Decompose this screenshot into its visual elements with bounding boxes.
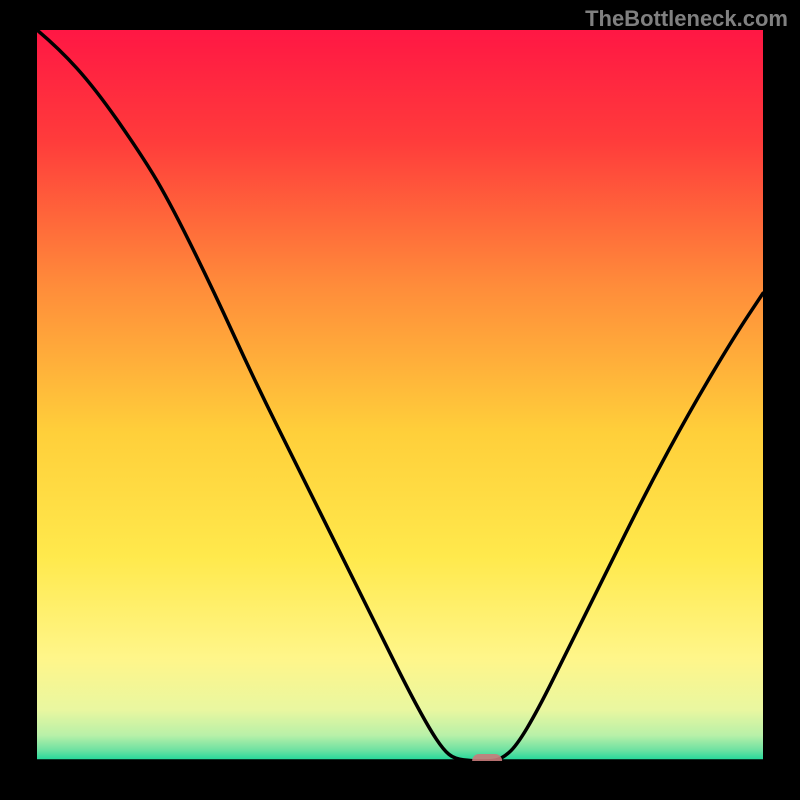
watermark-text: TheBottleneck.com: [585, 6, 788, 32]
plot-area: [37, 30, 763, 768]
optimal-marker: [472, 754, 502, 768]
bottleneck-chart: [0, 0, 800, 800]
gradient-background: [37, 30, 763, 761]
chart-container: { "watermark": { "text": "TheBottleneck.…: [0, 0, 800, 800]
